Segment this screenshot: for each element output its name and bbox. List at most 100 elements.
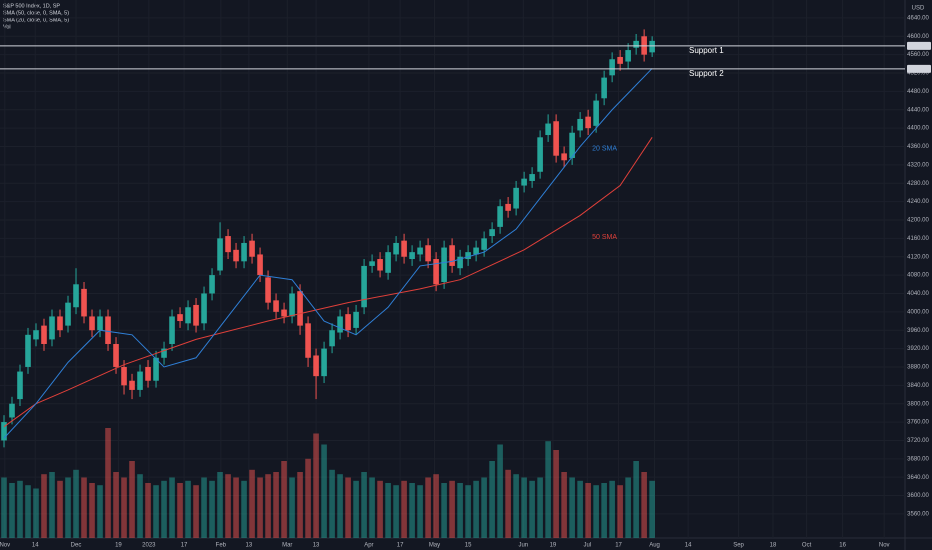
candle-body	[417, 247, 423, 255]
volume-bar	[65, 477, 71, 538]
y-tick-label: 3960.00	[907, 328, 929, 334]
volume-bar	[465, 485, 471, 538]
candle-body	[353, 311, 359, 328]
candle-body	[169, 316, 175, 344]
candle-body	[545, 123, 551, 136]
sma-annotation: 20 SMA	[592, 145, 617, 152]
candle-body	[369, 261, 375, 266]
volume-bar	[593, 485, 599, 538]
candle-body	[121, 366, 127, 386]
volume-bar	[281, 461, 287, 538]
volume-bar	[153, 485, 159, 538]
x-tick-label: 2023	[142, 543, 156, 549]
candle-body	[313, 355, 319, 377]
volume-bar	[625, 477, 631, 538]
candle-body	[513, 187, 519, 209]
volume-bar	[569, 477, 575, 538]
volume-bar	[129, 461, 135, 538]
sma-annotation: 50 SMA	[592, 234, 617, 241]
candle-body	[97, 316, 103, 331]
candle-body	[305, 323, 311, 358]
candle-body	[505, 203, 511, 211]
volume-bar	[289, 477, 295, 538]
y-tick-label: 4440.00	[907, 107, 929, 113]
volume-bar	[529, 480, 535, 538]
volume-bar	[441, 483, 447, 538]
volume-bar	[57, 480, 63, 538]
candle-body	[129, 380, 135, 390]
volume-bar	[241, 480, 247, 538]
candle-body	[25, 334, 31, 367]
volume-bar	[345, 477, 351, 538]
x-tick-label: May	[429, 543, 440, 549]
legend-entry: SMA (20, close, 0, SMA, 5)	[3, 17, 69, 23]
volume-bar	[585, 483, 591, 538]
y-tick-label: 3560.00	[907, 512, 929, 518]
volume-bar	[521, 477, 527, 538]
price-marker	[907, 64, 931, 73]
volume-bar	[473, 480, 479, 538]
volume-bar	[49, 472, 55, 538]
candle-body	[593, 100, 599, 126]
volume-bar	[385, 483, 391, 538]
volume-bar	[601, 483, 607, 538]
candle-body	[217, 238, 223, 271]
x-tick-label: Feb	[216, 543, 227, 549]
y-tick-label: 3760.00	[907, 420, 929, 426]
x-tick-label: 17	[615, 543, 622, 549]
legend-entry: SMA (50, close, 0, SMA, 5)	[3, 10, 69, 16]
volume-bar	[137, 474, 143, 538]
candle-body	[281, 309, 287, 317]
candle-body	[177, 314, 183, 322]
candle-body	[241, 242, 247, 262]
volume-bar	[265, 474, 271, 538]
volume-bar	[225, 474, 231, 538]
volume-bar	[1, 477, 7, 538]
x-tick-label: Aug	[649, 543, 660, 549]
candle-body	[401, 240, 407, 257]
y-tick-label: 3880.00	[907, 365, 929, 371]
volume-bar	[641, 472, 647, 538]
candle-body	[209, 275, 215, 294]
candle-body	[521, 178, 527, 186]
candle-body	[1, 422, 7, 441]
candle-body	[553, 121, 559, 156]
candle-body	[265, 277, 271, 303]
y-tick-label: 4560.00	[907, 52, 929, 58]
candle-body	[481, 238, 487, 250]
candle-body	[561, 153, 567, 161]
x-tick-label: Mar	[282, 543, 292, 549]
y-tick-label: 4320.00	[907, 162, 929, 168]
support-label: Support 2	[689, 69, 724, 78]
volume-bar	[161, 480, 167, 538]
candle-body	[57, 316, 63, 331]
candle-body	[225, 236, 231, 253]
candle-body	[625, 50, 631, 62]
candle-body	[33, 330, 39, 340]
y-tick-label: 3720.00	[907, 438, 929, 444]
y-tick-label: 4640.00	[907, 15, 929, 21]
candle-body	[609, 59, 615, 76]
candle-body	[337, 316, 343, 333]
sma-line	[3, 68, 653, 439]
candle-body	[49, 316, 55, 340]
candle-body	[193, 304, 199, 326]
candle-body	[257, 254, 263, 276]
y-tick-label: 4360.00	[907, 144, 929, 150]
volume-bar	[169, 477, 175, 538]
support-label: Support 1	[689, 46, 724, 55]
y-tick-label: 4520.00	[907, 71, 929, 77]
x-tick-label: 14	[685, 543, 692, 549]
volume-bar	[89, 483, 95, 538]
volume-bar	[193, 485, 199, 538]
volume-bar	[513, 474, 519, 538]
volume-bar	[177, 483, 183, 538]
candle-body	[153, 357, 159, 381]
volume-bar	[417, 485, 423, 538]
volume-bar	[305, 458, 311, 538]
volume-bar	[185, 480, 191, 538]
candle-body	[345, 314, 351, 331]
candle-body	[529, 174, 535, 181]
volume-bar	[209, 480, 215, 538]
volume-bar	[457, 483, 463, 538]
